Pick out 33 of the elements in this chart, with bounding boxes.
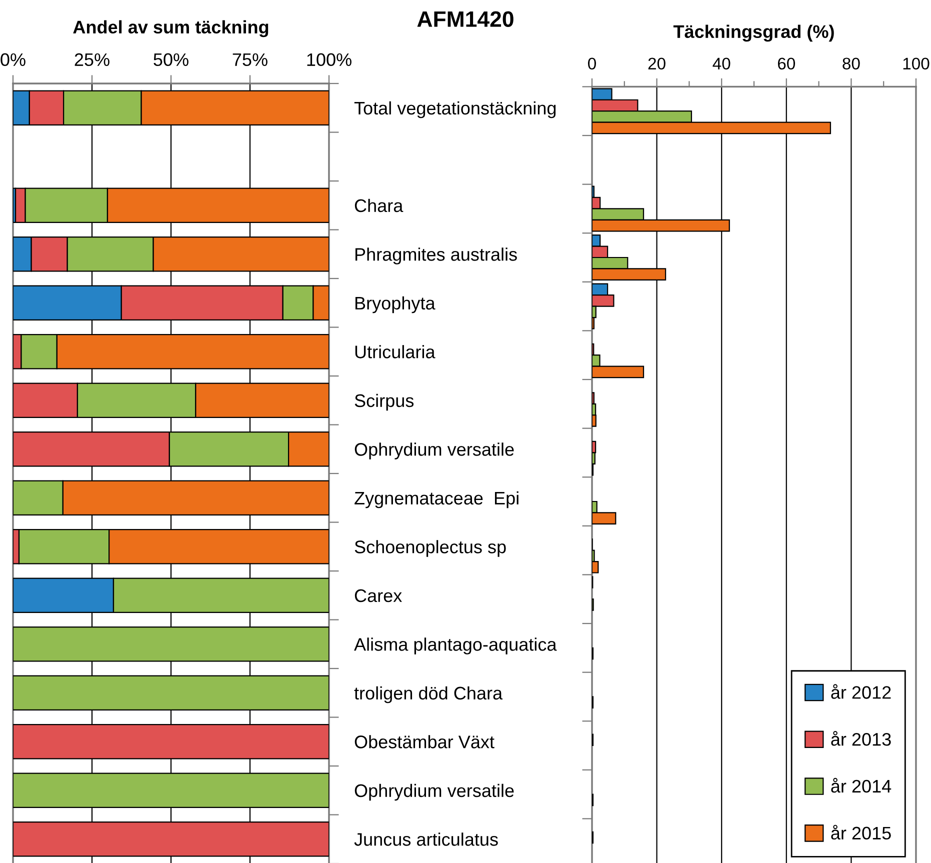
- legend-label: år 2014: [831, 778, 892, 793]
- y-tick-label: Carex: [354, 589, 402, 602]
- y-tick-label: Phragmites australis: [355, 248, 517, 264]
- y-tick-label: Alisma plantago-aquatica: [354, 638, 557, 654]
- x-tick-label: 0: [588, 58, 596, 70]
- y-tick-label: troligen död Chara: [354, 686, 503, 704]
- x-tick-label: 25%: [74, 53, 110, 66]
- y-tick-label: Total vegetationstäckning: [354, 101, 556, 118]
- x-tick-label: 75%: [232, 53, 268, 66]
- x-tick-label: 100: [903, 58, 930, 70]
- y-tick-label: Obestämbar Växt: [354, 735, 494, 748]
- y-tick-label: Zygnemataceae Epi: [354, 491, 518, 508]
- y-tick-label: Bryophyta: [355, 296, 436, 314]
- x-tick-label: 100%: [307, 53, 352, 66]
- y-tick-label: Utricularia: [355, 345, 436, 358]
- legend-label: år 2013: [831, 731, 891, 746]
- x-tick-label: 40: [712, 58, 730, 70]
- y-tick-label: Ophrydium versatile: [354, 784, 514, 801]
- y-tick-label: Scirpus: [354, 394, 414, 411]
- x-axis-title: Andel av sum täckning: [73, 20, 268, 38]
- x-tick-label: 60: [778, 58, 796, 70]
- text: AFM1420: [417, 11, 514, 27]
- x-tick-label: 80: [842, 58, 860, 70]
- legend-label: år 2012: [831, 684, 891, 699]
- y-tick-label: Ophrydium versatile: [354, 442, 514, 460]
- x-tick-label: 0%: [0, 53, 26, 66]
- x-axis-title: Täckningsgrad (%): [673, 24, 834, 42]
- y-tick-label: Juncus articulatus: [354, 832, 498, 846]
- y-tick-label: Chara: [354, 198, 404, 212]
- x-tick-label: 50%: [154, 53, 188, 66]
- x-tick-label: 20: [648, 58, 666, 70]
- y-tick-label: Schoenoplectus sp: [354, 540, 506, 557]
- legend-label: år 2015: [831, 824, 891, 840]
